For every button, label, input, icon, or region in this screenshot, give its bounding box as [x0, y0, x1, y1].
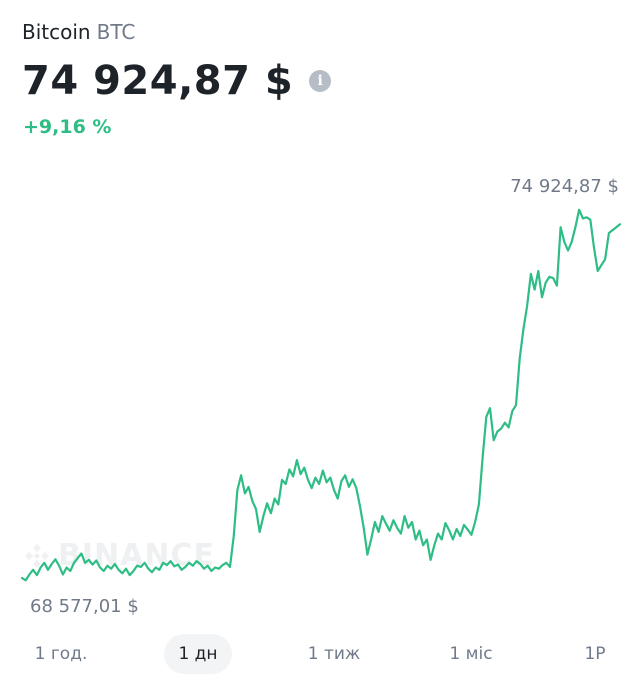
info-icon[interactable]: i [309, 70, 332, 92]
tab-1-day[interactable]: 1 дн [164, 634, 232, 674]
coin-name: Bitcoin [22, 20, 91, 44]
coin-ticker: BTC [96, 20, 136, 44]
price-row: 74 924,87 $ i [22, 56, 332, 106]
timeframe-tabs: 1 год. 1 дн 1 тиж 1 міс 1Р [0, 634, 643, 674]
tab-1-hour[interactable]: 1 год. [34, 644, 88, 664]
price-change: +9,16 % [23, 116, 112, 138]
coin-title: Bitcoin BTC [22, 18, 135, 46]
min-price-label: 68 577,01 $ [30, 596, 139, 617]
tab-1-year[interactable]: 1Р [584, 644, 606, 664]
tab-1-month[interactable]: 1 міс [449, 644, 493, 664]
max-price-label: 74 924,87 $ [510, 176, 619, 197]
coin-header: Bitcoin BTC [22, 18, 135, 46]
binance-logo-icon [25, 543, 49, 568]
current-price: 74 924,87 $ [22, 58, 294, 104]
price-line [20, 208, 622, 582]
price-chart-svg [20, 208, 622, 582]
price-chart[interactable] [0, 160, 643, 630]
tab-1-week[interactable]: 1 тиж [307, 644, 361, 664]
